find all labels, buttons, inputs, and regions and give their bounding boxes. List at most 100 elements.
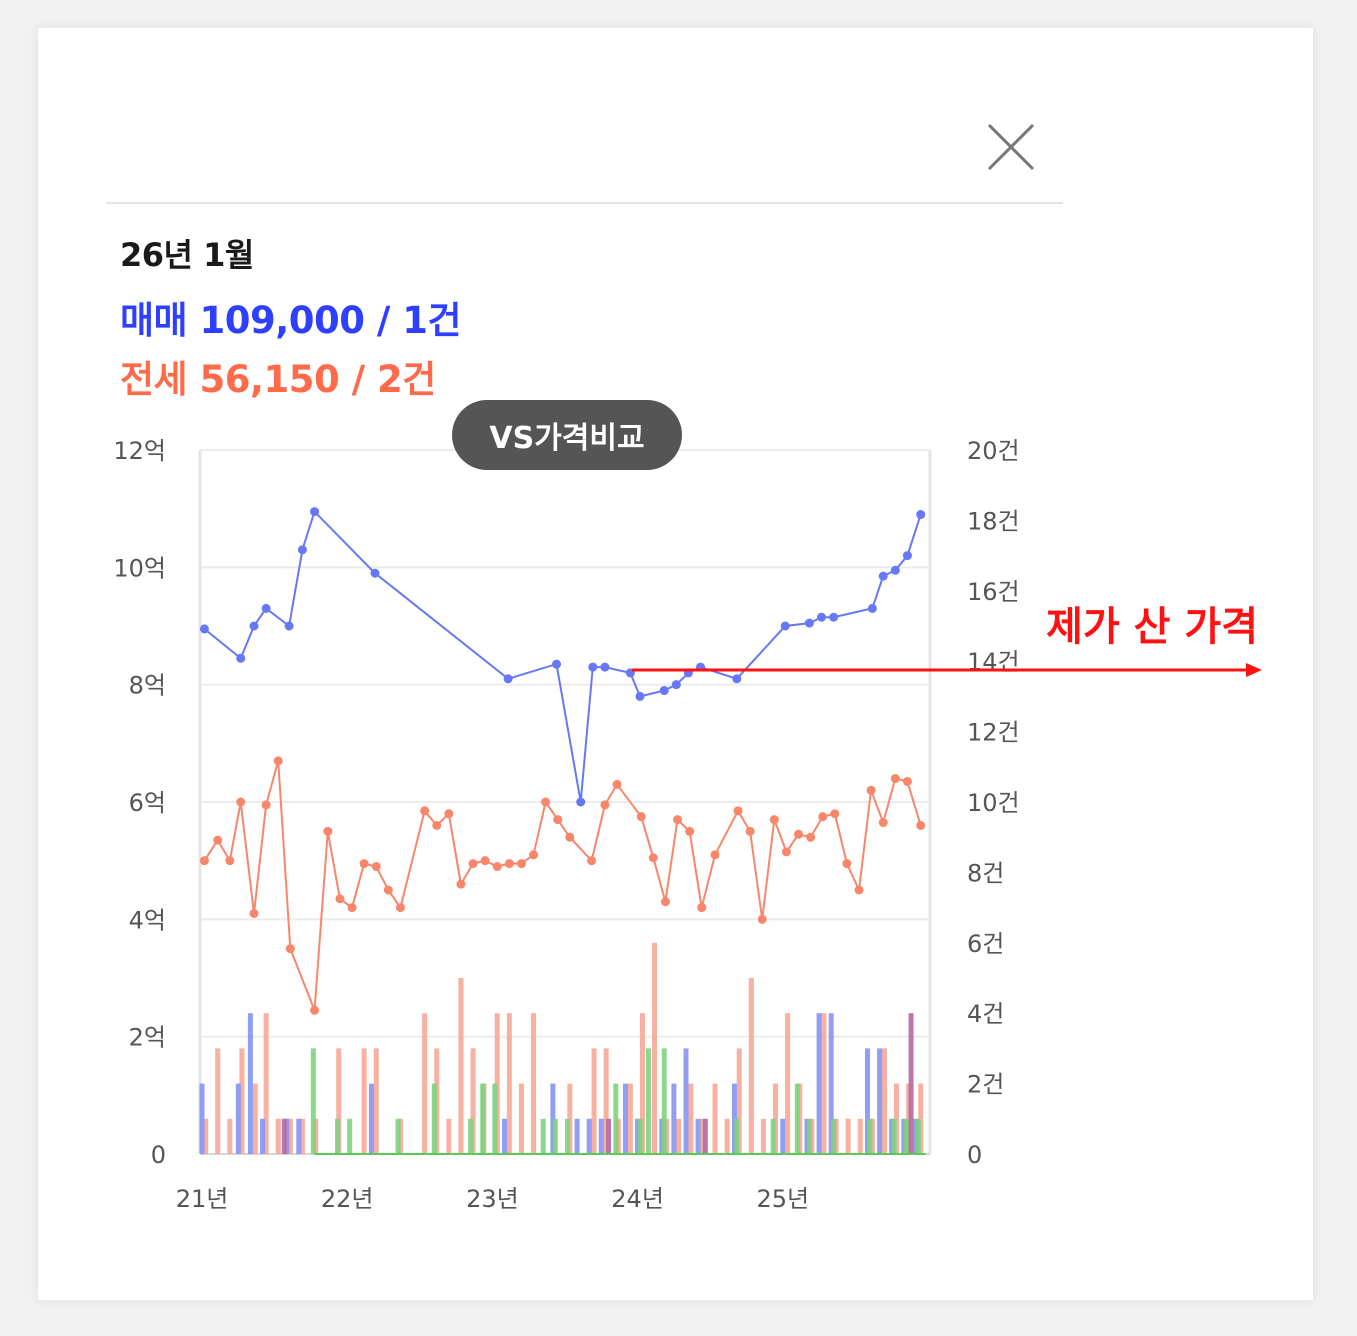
volume-bar [281, 1118, 287, 1154]
data-point [468, 859, 478, 869]
data-point [335, 894, 345, 904]
data-point [830, 809, 840, 819]
y-left-tick-label: 4억 [129, 906, 166, 934]
vs-compare-button[interactable]: VS가격비교 [452, 400, 682, 470]
data-point [806, 832, 816, 842]
data-point [503, 674, 513, 684]
data-point [916, 820, 926, 830]
data-point [492, 862, 502, 872]
data-point [576, 797, 586, 807]
data-point [804, 618, 814, 628]
data-point [673, 815, 683, 825]
data-point [273, 756, 283, 766]
close-button[interactable] [986, 122, 1036, 172]
x-tick-label: 23년 [466, 1185, 519, 1213]
data-point [359, 859, 369, 869]
y-right-tick-label: 12건 [967, 719, 1020, 747]
volume-bar [688, 1083, 694, 1154]
y-right-tick-label: 16건 [967, 578, 1020, 606]
volume-bar [299, 1118, 305, 1154]
x-tick-label: 21년 [176, 1185, 229, 1213]
volume-bar [881, 1048, 887, 1154]
data-point [733, 806, 743, 816]
data-point [588, 662, 598, 672]
volume-bar [373, 1048, 379, 1154]
data-point [710, 850, 720, 860]
volume-bar [310, 1048, 316, 1154]
data-point [236, 797, 246, 807]
y-right-tick-label: 10건 [967, 789, 1020, 817]
volume-bar [671, 1083, 677, 1154]
data-point [225, 856, 235, 866]
data-point [818, 812, 828, 822]
header-divider [106, 202, 1063, 204]
volume-bar [591, 1048, 597, 1154]
volume-bar [502, 1118, 507, 1154]
data-point [648, 853, 658, 863]
volume-bar [368, 1083, 374, 1154]
volume-bar [347, 1118, 353, 1154]
data-point [249, 908, 259, 918]
data-point [213, 835, 223, 845]
volume-bar [480, 1083, 486, 1154]
data-point [866, 785, 876, 795]
volume-bar [275, 1118, 281, 1154]
volume-bar [361, 1048, 367, 1154]
volume-bar [748, 978, 754, 1154]
data-point [867, 603, 877, 613]
data-point [261, 603, 271, 613]
data-point [420, 806, 430, 816]
data-point [636, 812, 646, 822]
volume-bar [603, 1048, 609, 1154]
data-point [671, 680, 681, 690]
data-point [902, 776, 912, 786]
volume-bar [831, 1118, 837, 1154]
data-point [285, 944, 295, 954]
x-tick-label: 22년 [321, 1185, 374, 1213]
volume-bar [564, 1118, 570, 1154]
data-point [732, 674, 742, 684]
volume-bar [235, 1083, 241, 1154]
volume-bar [252, 1083, 258, 1154]
volume-bar [794, 1083, 800, 1154]
data-point [745, 826, 755, 836]
data-point [600, 662, 610, 672]
y-left-tick-label: 2억 [129, 1024, 166, 1052]
volume-bar [335, 1118, 341, 1154]
data-point [370, 568, 380, 578]
volume-bar [203, 1118, 209, 1154]
volume-bar [908, 1013, 914, 1154]
volume-bar [296, 1118, 302, 1154]
data-point [310, 1005, 320, 1015]
volume-bar [598, 1118, 604, 1154]
volume-bar [247, 1013, 253, 1154]
data-point [757, 914, 767, 924]
volume-bar [712, 1083, 718, 1154]
y-right-tick-label: 6건 [967, 930, 1004, 958]
data-point [199, 624, 209, 634]
volume-bar [215, 1048, 221, 1154]
volume-bar [458, 978, 464, 1154]
data-point [236, 653, 246, 663]
annotation-label: 제가 산 가격 [1046, 604, 1258, 650]
volume-bar [263, 1013, 269, 1154]
data-point [480, 856, 490, 866]
data-point [529, 850, 539, 860]
volume-bar [518, 1083, 524, 1154]
volume-bar [287, 1118, 293, 1154]
volume-bar [845, 1118, 851, 1154]
y-right-tick-label: 20건 [967, 437, 1020, 465]
volume-bar [734, 1118, 740, 1154]
data-point [612, 779, 622, 789]
volume-bar [865, 1048, 870, 1154]
volume-bar [702, 1118, 708, 1154]
data-point [781, 847, 791, 857]
volume-bar [652, 942, 658, 1154]
data-point [635, 691, 645, 701]
y-right-tick-label: 18건 [967, 507, 1020, 535]
sale-summary: 매매 109,000 / 1건 [120, 299, 462, 342]
volume-bar [260, 1118, 265, 1154]
y-left-tick-label: 10억 [113, 554, 166, 582]
volume-bar [857, 1118, 863, 1154]
